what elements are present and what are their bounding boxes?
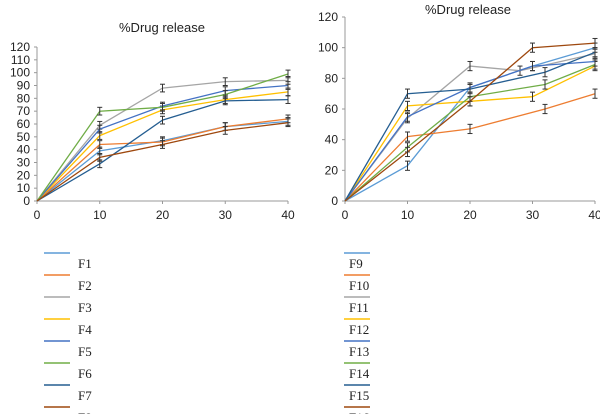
y-tick-label: 10 [17, 181, 31, 195]
series-F11 [344, 48, 598, 202]
legend-label: F4 [78, 322, 92, 337]
x-tick-label: 30 [526, 208, 540, 222]
series-F16 [344, 37, 598, 202]
y-tick-label: 100 [318, 41, 338, 55]
chart-2: %Drug release 0 20 40 60 80 100 120 0 10 20 30 40 F9 F… [318, 2, 600, 414]
y-tick-label: 100 [10, 66, 30, 80]
series-line [36, 118, 289, 202]
x-tick-label: 30 [219, 208, 233, 222]
series-line [344, 93, 596, 202]
legend-label: F3 [78, 300, 92, 315]
y-tick-label: 40 [17, 143, 31, 157]
legend-item-F2: F2 [44, 274, 92, 293]
series-F7 [36, 95, 291, 202]
y-tick-label: 120 [10, 40, 30, 54]
y-tick-label: 70 [17, 104, 31, 118]
y-tick-label: 80 [17, 91, 31, 105]
legend-label: F10 [349, 278, 369, 293]
legend-label: F11 [349, 300, 369, 315]
y-tick-label: 0 [23, 194, 30, 208]
legend-label: F5 [78, 344, 92, 359]
legend-item-F9: F9 [344, 252, 370, 271]
legend-label: F13 [349, 344, 369, 359]
legend-label: F15 [349, 388, 369, 403]
y-tick-label: 60 [17, 117, 31, 131]
y-tick-label: 20 [17, 168, 31, 182]
x-tick-label: 0 [342, 208, 349, 222]
x-tick-label: 10 [401, 208, 415, 222]
y-tick-label: 20 [325, 163, 339, 177]
chart-title: %Drug release [119, 20, 205, 35]
series-F15 [344, 47, 598, 202]
legend-label: F2 [78, 278, 92, 293]
series-F10 [344, 88, 598, 202]
legend-label: F12 [349, 322, 369, 337]
legend-label: F14 [349, 366, 370, 381]
legend-item-F16: F16 [344, 406, 370, 414]
legend-label: F7 [78, 388, 92, 403]
legend-label: F9 [349, 256, 363, 271]
x-tick-label: 20 [156, 208, 170, 222]
chart-1: %Drug release010203040506070809010011012… [10, 20, 295, 414]
y-tick-label: 30 [17, 156, 31, 170]
series-F1 [36, 117, 291, 202]
chart-title: %Drug release [425, 2, 511, 17]
series-F8 [36, 118, 291, 202]
legend-item-F12: F12 [344, 318, 370, 337]
legend-label: F8 [78, 410, 92, 414]
y-tick-label: 80 [325, 71, 339, 85]
legend-item-F14: F14 [344, 362, 370, 381]
series-F6 [36, 69, 291, 202]
legend-item-F8: F8 [44, 406, 92, 414]
legend-item-F13: F13 [344, 340, 370, 359]
legend-item-F10: F10 [344, 274, 370, 293]
x-tick-label: 40 [588, 208, 600, 222]
x-tick-label: 10 [93, 208, 107, 222]
series-line [36, 98, 289, 202]
x-tick-label: 0 [34, 208, 41, 222]
x-tick-label: 20 [463, 208, 477, 222]
legend-item-F3: F3 [44, 296, 92, 315]
series-F3 [36, 76, 291, 202]
legend-item-F5: F5 [44, 340, 92, 359]
y-tick-label: 50 [17, 130, 31, 144]
y-tick-label: 90 [17, 79, 31, 93]
legend-item-F1: F1 [44, 252, 92, 271]
legend-label: F6 [78, 366, 92, 381]
legend-item-F6: F6 [44, 362, 92, 381]
y-tick-label: 110 [11, 53, 30, 67]
y-tick-label: 60 [325, 102, 339, 116]
legend-label: F1 [78, 256, 92, 271]
legend-item-F11: F11 [344, 296, 370, 315]
y-tick-label: 0 [331, 194, 338, 208]
y-tick-label: 120 [318, 10, 338, 24]
legend-item-F15: F15 [344, 384, 370, 403]
x-tick-label: 40 [281, 208, 295, 222]
legend-label: F16 [349, 410, 370, 414]
legend-item-F7: F7 [44, 384, 92, 403]
legend-item-F4: F4 [44, 318, 92, 337]
y-tick-label: 40 [325, 133, 339, 147]
